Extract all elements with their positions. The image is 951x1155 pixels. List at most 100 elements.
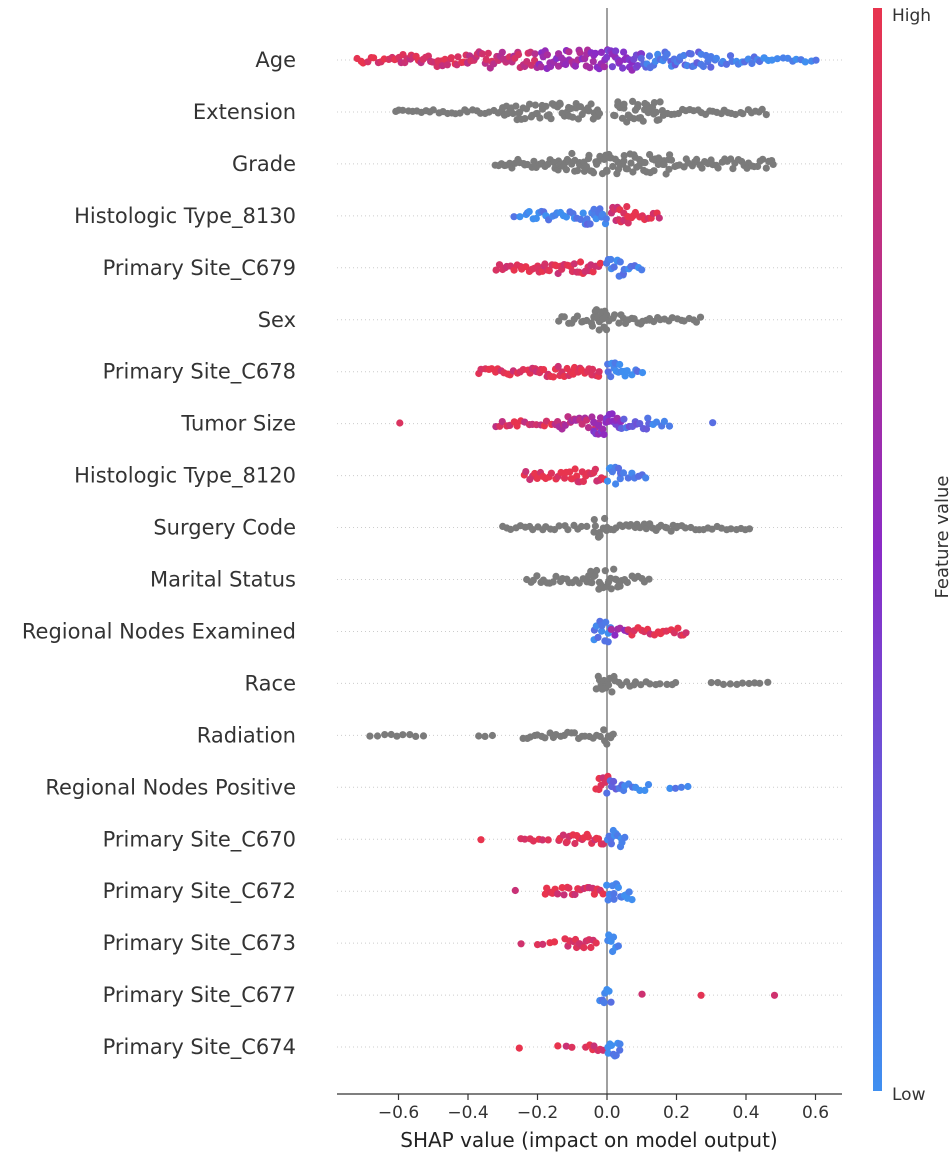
shap-point bbox=[564, 526, 572, 534]
shap-point bbox=[596, 259, 605, 267]
shap-point bbox=[583, 522, 591, 531]
shap-point bbox=[722, 60, 731, 68]
shap-point bbox=[762, 164, 770, 172]
shap-point bbox=[381, 731, 389, 739]
shap-point bbox=[637, 54, 645, 62]
shap-point bbox=[684, 782, 692, 791]
shap-point bbox=[601, 567, 609, 575]
shap-point bbox=[610, 890, 618, 898]
shap-point bbox=[629, 97, 637, 105]
shap-point bbox=[571, 62, 580, 70]
shap-point bbox=[665, 422, 674, 430]
shap-point bbox=[759, 155, 767, 163]
shap-point bbox=[541, 260, 549, 268]
shap-point bbox=[656, 98, 664, 106]
shap-point bbox=[587, 100, 595, 108]
shap-point bbox=[595, 109, 604, 118]
feature-label: Regional Nodes Positive bbox=[45, 775, 296, 799]
shap-point bbox=[521, 115, 529, 123]
shap-point bbox=[624, 626, 632, 634]
feature-row-points bbox=[592, 772, 692, 797]
shap-point bbox=[547, 115, 555, 123]
shap-point bbox=[512, 102, 520, 110]
shap-point bbox=[571, 890, 579, 899]
shap-point bbox=[608, 410, 616, 418]
shap-point bbox=[585, 151, 593, 159]
feature-row-points bbox=[592, 672, 772, 696]
shap-point bbox=[616, 258, 624, 266]
shap-point bbox=[656, 680, 664, 688]
feature-row-points bbox=[499, 514, 754, 541]
shap-point bbox=[592, 939, 600, 947]
shap-point bbox=[636, 786, 644, 795]
shap-point bbox=[726, 680, 734, 688]
shap-point bbox=[584, 833, 593, 841]
shap-point bbox=[531, 101, 540, 109]
shap-point bbox=[729, 165, 737, 173]
shap-point bbox=[522, 468, 530, 476]
shap-point bbox=[665, 165, 673, 173]
shap-point bbox=[758, 105, 766, 113]
shap-point bbox=[532, 214, 540, 222]
shap-point bbox=[513, 422, 521, 430]
feature-row-points bbox=[475, 359, 647, 381]
shap-point bbox=[555, 522, 563, 530]
shap-point bbox=[616, 582, 624, 590]
shap-point bbox=[614, 883, 623, 892]
x-tick-label: −0.4 bbox=[447, 1103, 488, 1123]
shap-point bbox=[714, 679, 722, 687]
shap-point bbox=[681, 524, 690, 532]
shap-point bbox=[558, 884, 566, 892]
shap-point bbox=[588, 365, 597, 373]
shap-point bbox=[609, 730, 617, 738]
shap-point bbox=[484, 49, 492, 57]
colorbar-high-label: High bbox=[892, 6, 931, 26]
shap-point bbox=[477, 836, 485, 844]
shap-point bbox=[611, 311, 619, 319]
shap-point bbox=[530, 157, 538, 165]
shap-point bbox=[616, 360, 624, 369]
feature-label: Primary Site_C670 bbox=[103, 827, 296, 852]
shap-point bbox=[588, 322, 597, 330]
shap-point bbox=[571, 465, 579, 473]
shap-point bbox=[602, 326, 611, 334]
shap-point bbox=[585, 107, 593, 115]
shap-point bbox=[712, 54, 721, 62]
feature-row-points bbox=[510, 203, 663, 228]
shap-point bbox=[540, 366, 548, 374]
shap-point bbox=[544, 836, 552, 844]
feature-label: Age bbox=[255, 48, 296, 72]
shap-point bbox=[454, 53, 462, 61]
shap-point bbox=[733, 680, 741, 689]
shap-point bbox=[603, 881, 611, 889]
shap-point bbox=[611, 112, 619, 120]
shap-point bbox=[554, 362, 562, 371]
shap-point bbox=[396, 419, 404, 427]
shap-point bbox=[560, 891, 568, 899]
shap-point bbox=[682, 629, 690, 637]
shap-point bbox=[603, 166, 611, 174]
shap-point bbox=[614, 942, 623, 950]
shap-point bbox=[603, 311, 611, 319]
shap-point bbox=[619, 469, 628, 477]
shap-point bbox=[478, 50, 486, 58]
shap-point bbox=[549, 578, 557, 586]
shap-point bbox=[607, 998, 615, 1006]
shap-point bbox=[764, 678, 772, 686]
shap-point bbox=[488, 731, 496, 740]
shap-point bbox=[645, 575, 653, 583]
shap-point bbox=[583, 416, 591, 424]
shap-point bbox=[561, 474, 569, 482]
shap-point bbox=[612, 1051, 620, 1059]
feature-label: Histologic Type_8130 bbox=[74, 204, 296, 229]
shap-point bbox=[597, 48, 606, 57]
x-tick-label: 0.0 bbox=[593, 1103, 620, 1123]
shap-point bbox=[406, 731, 414, 739]
feature-label: Marital Status bbox=[150, 568, 296, 592]
shap-point bbox=[630, 681, 638, 689]
shap-point bbox=[399, 106, 407, 114]
shap-point bbox=[589, 57, 597, 65]
shap-point bbox=[399, 731, 407, 739]
shap-point bbox=[644, 414, 652, 422]
shap-point bbox=[629, 168, 637, 176]
